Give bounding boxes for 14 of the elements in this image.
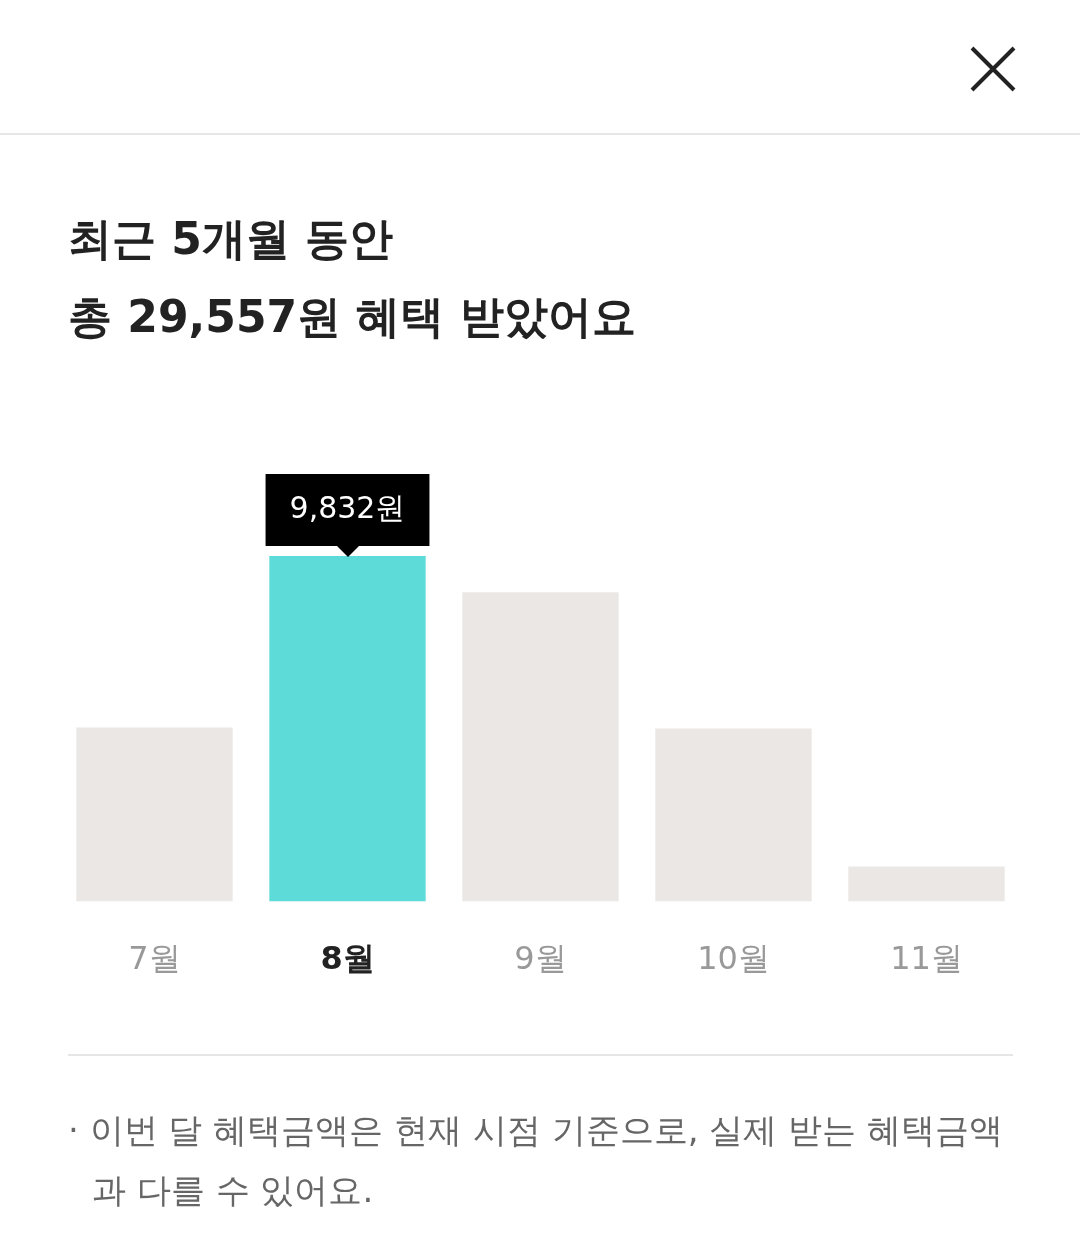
x-tick-label: 11월 [890,939,963,978]
chart-title: 최근 5개월 동안 [68,213,394,264]
chart-subtitle: 총 29,557원 혜택 받았어요 [68,291,636,342]
bar [269,555,426,902]
bar [462,592,619,902]
x-tick-label: 10월 [697,939,770,978]
bar [848,866,1005,902]
bar [76,727,233,902]
data-label: 9,832원 [289,489,406,525]
x-tick-label: 8월 [320,939,375,978]
text: · 이번 달 혜택금액은 현재 시점 기준으로, 실제 받는 혜택금액과 다를 수 있어요. [68,1109,1004,1212]
x-tick-label: 7월 [128,939,181,978]
bar [655,728,812,902]
x-tick-label: 9월 [514,939,567,978]
